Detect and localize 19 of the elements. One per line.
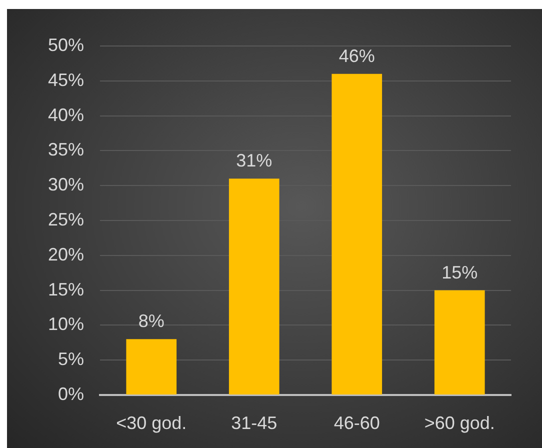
data-label: 31% [236, 150, 272, 171]
x-tick-label: >60 god. [424, 412, 495, 433]
y-tick-label: 50% [48, 34, 84, 55]
y-tick-label: 10% [48, 314, 84, 334]
y-tick-label: 35% [48, 140, 84, 160]
x-tick-label: <30 god. [116, 412, 187, 433]
y-tick-label: 40% [48, 104, 84, 125]
data-label: 46% [338, 46, 375, 66]
y-tick-label: 30% [48, 174, 84, 195]
y-tick-label: 15% [48, 279, 84, 300]
y-tick-label: 25% [48, 209, 84, 230]
data-label: 15% [442, 262, 478, 282]
x-tick-label: 46-60 [334, 412, 380, 433]
x-tick-label: 31-45 [231, 412, 278, 433]
y-tick-label: 20% [48, 244, 84, 264]
data-label: 8% [138, 311, 164, 332]
y-tick-label: 45% [48, 70, 84, 90]
y-tick-label: 5% [58, 349, 84, 370]
y-tick-label: 0% [58, 384, 84, 404]
